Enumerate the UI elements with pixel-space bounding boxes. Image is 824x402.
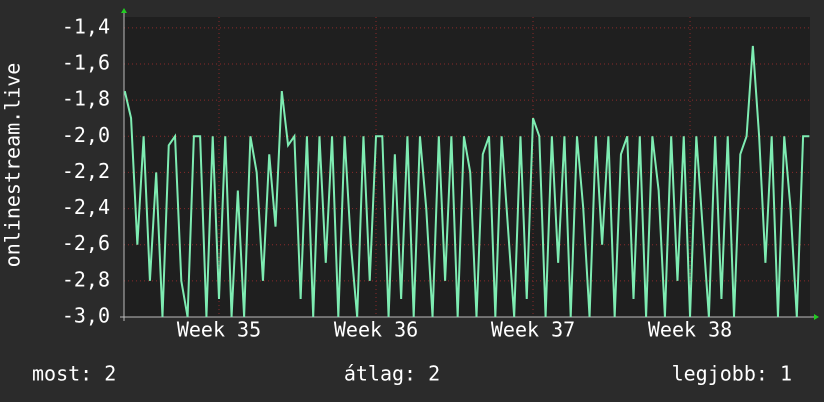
footer-average: átlag: 2 — [344, 362, 440, 386]
axis-arrow — [121, 8, 127, 13]
y-tick-label: -1,6 — [62, 50, 110, 74]
axis-arrow — [814, 314, 819, 320]
footer-current: most: 2 — [32, 362, 116, 386]
y-tick-label: -2,4 — [62, 195, 110, 219]
y-tick-label: -1,4 — [62, 14, 110, 38]
y-tick-label: -2,2 — [62, 159, 110, 183]
x-tick-label: Week 38 — [648, 318, 732, 342]
y-tick-label: -1,8 — [62, 87, 110, 111]
footer-best: legjobb: 1 — [672, 362, 792, 386]
y-tick-label: -2,6 — [62, 231, 110, 255]
data-line — [123, 45, 810, 318]
y-axis-label: onlinestream.live — [1, 63, 25, 268]
y-tick-label: -2,0 — [62, 123, 110, 147]
y-tick-label: -3,0 — [62, 304, 110, 328]
y-tick-label: -2,8 — [62, 267, 110, 291]
x-tick-label: Week 35 — [177, 318, 261, 342]
x-tick-label: Week 36 — [334, 318, 418, 342]
x-tick-label: Week 37 — [491, 318, 575, 342]
